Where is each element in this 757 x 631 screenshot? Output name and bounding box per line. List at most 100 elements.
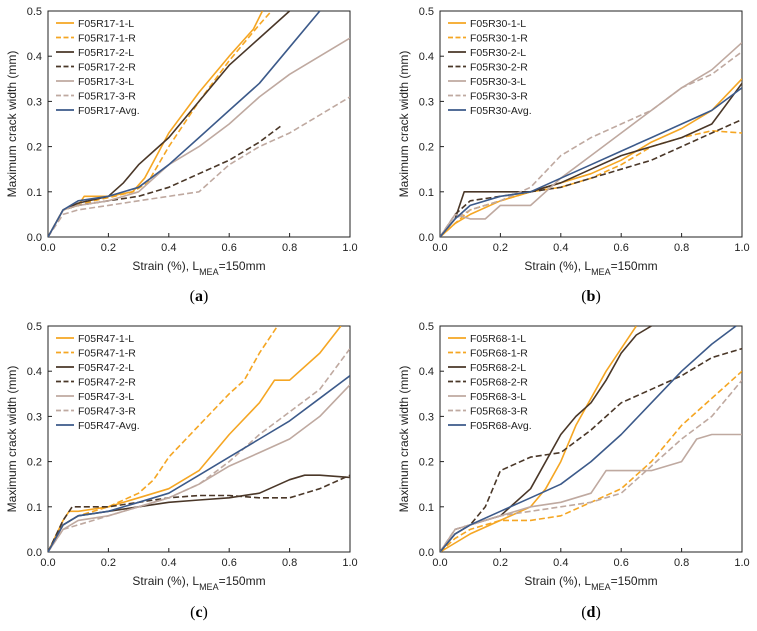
- y-tick-label: 0.2: [27, 457, 42, 469]
- legend-entry: F05R47-3-R: [78, 406, 136, 418]
- legend-entry: F05R47-1-R: [78, 348, 136, 360]
- series-line-3: [440, 326, 652, 552]
- x-tick-label: 0.0: [40, 242, 55, 254]
- legend-entry: F05R30-2-L: [470, 47, 526, 59]
- plot-frame: [47, 325, 351, 553]
- x-tick-label: 0.4: [161, 242, 176, 254]
- legend-entry: F05R68-1-L: [470, 333, 526, 345]
- legend: F05R17-1-L F05R17-1-R F05R17-2-L F05R17-2-R…: [56, 18, 140, 117]
- chart-panel-1: 0.0 0.2 0.4 0.6 0.8 1.0 0.0 0.1 0.2 0.3 0.4 0.5 Stra…: [5, 6, 358, 305]
- y-axis-label: Maximum crack width (mm): [5, 51, 19, 198]
- series-line-7: [48, 375, 350, 552]
- chart-panel-4: 0.0 0.2 0.4 0.6 0.8 1.0 0.0 0.1 0.2 0.3 0.4 0.5 Stra…: [397, 321, 750, 621]
- legend-entry: F05R17-2-L: [78, 47, 134, 59]
- y-tick-label: 0.4: [27, 366, 42, 378]
- y-tick-label: 0.3: [419, 411, 434, 423]
- legend-entry: F05R47-3-L: [78, 391, 134, 403]
- legend-entry: F05R68-2-L: [470, 362, 526, 374]
- plot-frame: [439, 10, 743, 238]
- x-tick-label: 0.6: [222, 557, 237, 569]
- legend-entry: F05R17-1-R: [78, 33, 136, 45]
- y-tick-label: 0.5: [419, 6, 434, 18]
- legend-entry: F05R30-3-R: [470, 91, 528, 103]
- legend-entry: F05R17-3-L: [78, 76, 134, 88]
- x-tick-label: 0.4: [161, 557, 176, 569]
- series-lines: [48, 11, 350, 237]
- series-line-2: [48, 11, 273, 237]
- legend-entry: F05R30-3-L: [470, 76, 526, 88]
- plot-frame: [47, 10, 351, 238]
- y-tick-label: 0.2: [419, 142, 434, 154]
- legend-entry: F05R30-1-R: [470, 33, 528, 45]
- x-tick-label: 0.6: [614, 242, 629, 254]
- series-line-3: [48, 11, 291, 237]
- x-tick-label: 0.0: [432, 242, 447, 254]
- series-lines: [440, 42, 742, 237]
- y-tick-label: 0.0: [27, 547, 42, 559]
- series-line-7: [48, 11, 321, 237]
- y-tick-label: 0.1: [27, 187, 42, 199]
- y-axis-label: Maximum crack width (mm): [397, 366, 411, 513]
- series-line-3: [440, 82, 742, 237]
- panel-label: (a): [190, 288, 209, 305]
- y-tick-label: 0.0: [27, 232, 42, 244]
- legend-entry: F05R17-3-R: [78, 91, 136, 103]
- y-tick-label: 0.4: [27, 51, 42, 63]
- y-axis-label: Maximum crack width (mm): [5, 366, 19, 513]
- legend-entry: F05R17-Avg.: [78, 105, 140, 117]
- x-tick-label: 0.8: [674, 557, 689, 569]
- legend-entry: F05R47-2-L: [78, 362, 134, 374]
- x-tick-label: 0.8: [282, 242, 297, 254]
- x-tick-label: 0.6: [614, 557, 629, 569]
- legend-entry: F05R30-1-L: [470, 18, 526, 30]
- y-tick-label: 0.3: [27, 411, 42, 423]
- x-tick-label: 0.8: [282, 557, 297, 569]
- x-tick-label: 0.0: [432, 557, 447, 569]
- legend-entry: F05R68-1-R: [470, 348, 528, 360]
- series-line-1: [440, 326, 637, 552]
- y-axis-label: Maximum crack width (mm): [397, 51, 411, 198]
- x-tick-label: 1.0: [342, 242, 357, 254]
- series-line-4: [48, 474, 350, 552]
- series-line-2: [48, 326, 279, 552]
- series-line-2: [440, 130, 742, 237]
- series-line-6: [48, 348, 350, 552]
- y-tick-label: 0.0: [419, 547, 434, 559]
- y-tick-label: 0.3: [419, 96, 434, 108]
- panel-label: (d): [581, 604, 601, 621]
- legend-entry: F05R68-3-R: [470, 406, 528, 418]
- legend: F05R30-1-L F05R30-1-R F05R30-2-L F05R30-2-R…: [448, 18, 532, 117]
- x-tick-label: 0.4: [553, 242, 568, 254]
- y-tick-label: 0.4: [419, 366, 434, 378]
- x-tick-label: 0.2: [493, 242, 508, 254]
- x-tick-label: 0.8: [674, 242, 689, 254]
- series-line-6: [48, 96, 350, 237]
- series-line-1: [440, 78, 742, 237]
- legend-entry: F05R47-2-R: [78, 377, 136, 389]
- x-axis-label: Strain (%), LMEA=150mm: [132, 259, 265, 277]
- series-line-7: [440, 326, 737, 552]
- plot-frame: [439, 325, 743, 553]
- series-line-7: [440, 87, 742, 237]
- series-lines: [440, 326, 742, 552]
- chart-panel-3: 0.0 0.2 0.4 0.6 0.8 1.0 0.0 0.1 0.2 0.3 0.4 0.5 Stra…: [5, 321, 358, 621]
- x-tick-label: 0.4: [553, 557, 568, 569]
- legend-entry: F05R17-2-R: [78, 62, 136, 74]
- x-axis-label: Strain (%), LMEA=150mm: [132, 574, 265, 592]
- series-line-1: [48, 326, 342, 552]
- legend: F05R68-1-L F05R68-1-R F05R68-2-L F05R68-2-R…: [448, 333, 532, 432]
- series-line-5: [48, 37, 350, 237]
- legend-entry: F05R47-Avg.: [78, 420, 140, 432]
- legend-entry: F05R47-1-L: [78, 333, 134, 345]
- legend-entry: F05R68-Avg.: [470, 420, 532, 432]
- series-line-6: [440, 51, 742, 237]
- y-tick-label: 0.4: [419, 51, 434, 63]
- y-tick-label: 0.2: [27, 142, 42, 154]
- y-tick-label: 0.0: [419, 232, 434, 244]
- x-tick-label: 1.0: [342, 557, 357, 569]
- legend-entry: F05R68-3-L: [470, 391, 526, 403]
- x-tick-label: 1.0: [734, 242, 749, 254]
- legend-entry: F05R68-2-R: [470, 377, 528, 389]
- chart-panel-2: 0.0 0.2 0.4 0.6 0.8 1.0 0.0 0.1 0.2 0.3 0.4 0.5 Stra…: [397, 6, 750, 305]
